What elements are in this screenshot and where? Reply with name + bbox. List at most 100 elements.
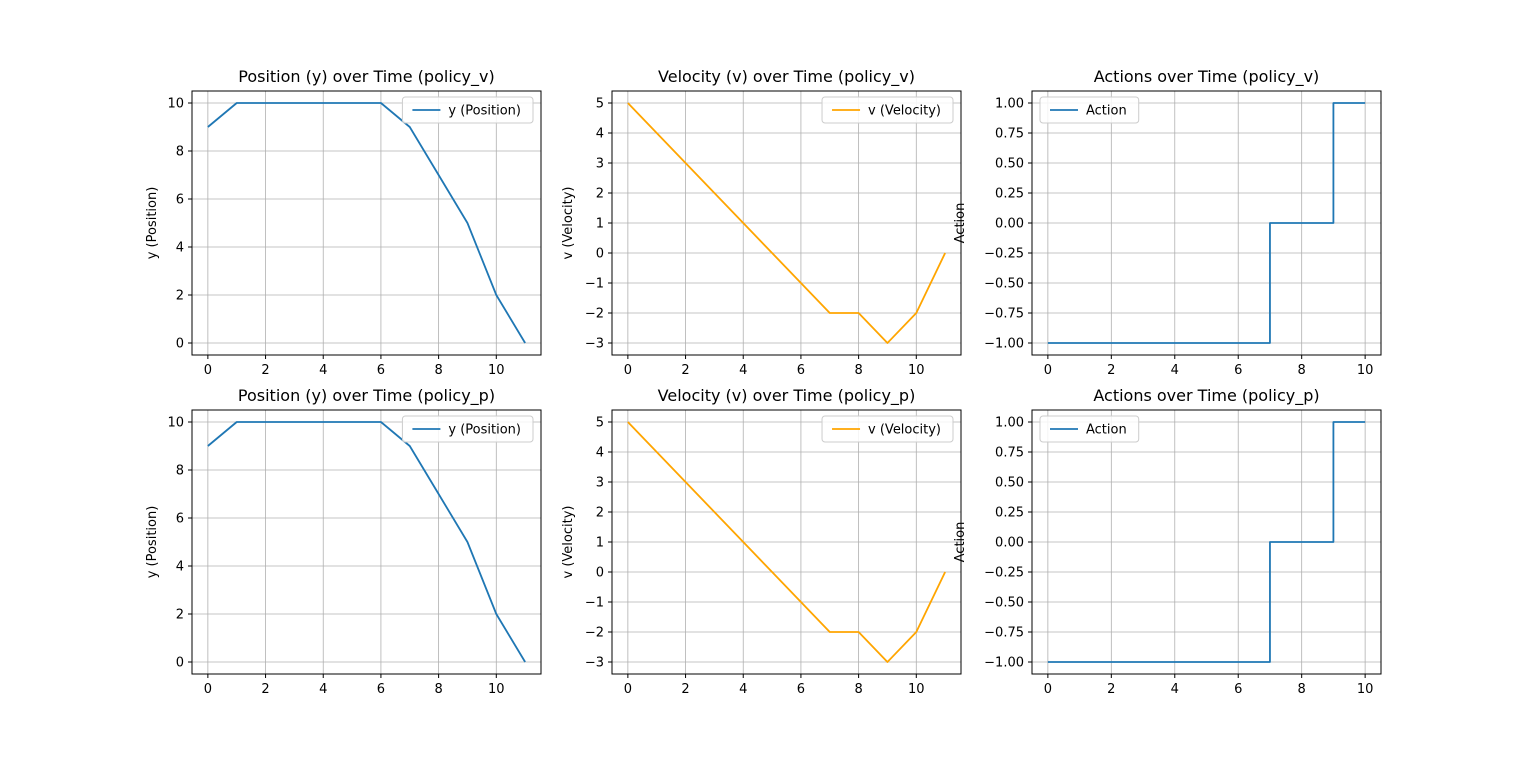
series-line-action	[1047, 102, 1366, 344]
x-tick-label: 6	[377, 363, 385, 378]
legend: v (Velocity)	[821, 415, 954, 443]
plot-title: Position (y) over Time (policy_p)	[238, 386, 495, 406]
y-tick-label: −0.50	[984, 596, 1024, 611]
x-tick-label: 6	[797, 682, 805, 697]
y-tick-label: 3	[596, 476, 604, 491]
y-tick-label: 2	[176, 608, 184, 623]
y-axis-label: Action	[953, 203, 968, 244]
y-tick-label: −1.00	[984, 337, 1024, 352]
y-tick-label: 1	[596, 536, 604, 551]
y-tick-label: 3	[596, 157, 604, 172]
y-tick-label: 0.50	[995, 157, 1024, 172]
subplot-position-policy-p: 0 2 4 6 8 10 0 2 4 6 8 10 Position (y) over Time (po…	[145, 386, 542, 697]
legend: y (Position)	[401, 415, 534, 443]
y-tick-label: −0.75	[984, 626, 1024, 641]
y-tick-label: 0.25	[995, 187, 1024, 202]
legend: Action	[1039, 96, 1140, 124]
y-tick-label: −0.50	[984, 277, 1024, 292]
y-tick-label: 10	[167, 416, 184, 431]
y-tick-label: 1	[596, 217, 604, 232]
y-axis-label: y (Position)	[145, 187, 160, 260]
plot-title: Velocity (v) over Time (policy_p)	[658, 386, 916, 406]
y-tick-label: 0.00	[995, 536, 1024, 551]
subplot-position-policy-v: 0 2 4 6 8 10 0 2 4 6 8 10 Position (y) over Time (po…	[145, 67, 542, 378]
x-tick-label: 4	[1171, 682, 1179, 697]
legend-box	[1039, 96, 1140, 124]
plot-title: Velocity (v) over Time (policy_v)	[658, 67, 915, 87]
legend-label: v (Velocity)	[868, 423, 941, 438]
y-tick-label: 6	[176, 193, 184, 208]
y-tick-label: −1	[585, 277, 604, 292]
legend-box	[401, 96, 534, 124]
x-tick-label: 10	[908, 682, 925, 697]
subplot-actions-policy-p: 0 2 4 6 8 10 −1.00 −0.75 −0.50 −0.25 0.00 0.25 0.50 0…	[953, 386, 1382, 697]
x-tick-label: 0	[624, 363, 632, 378]
x-tick-label: 0	[1044, 682, 1052, 697]
x-tick-label: 0	[1044, 363, 1052, 378]
x-tick-label: 8	[854, 363, 862, 378]
axes-frame	[191, 409, 542, 675]
subplot-actions-policy-v: 0 2 4 6 8 10 −1.00 −0.75 −0.50 −0.25 0.00 0.25 0.50 0…	[953, 67, 1382, 378]
subplot-velocity-policy-p: 0 2 4 6 8 10 −3 −2 −1 0 1 2 3 4 5 Velocity (v) over Tim…	[561, 386, 962, 697]
subplot-velocity-policy-v: 0 2 4 6 8 10 −3 −2 −1 0 1 2 3 4 5 Velocity (v) over Tim…	[561, 67, 962, 378]
y-axis-label: Action	[953, 522, 968, 563]
y-tick-label: −0.75	[984, 307, 1024, 322]
series-line-v-velocity	[627, 102, 946, 344]
y-tick-label: 0.75	[995, 446, 1024, 461]
y-tick-label: 8	[176, 464, 184, 479]
y-tick-label: −3	[585, 337, 604, 352]
y-tick-label: 4	[596, 446, 604, 461]
x-tick-label: 4	[739, 363, 747, 378]
x-tick-label: 0	[204, 363, 212, 378]
plot-title: Position (y) over Time (policy_v)	[238, 67, 494, 87]
x-tick-label: 2	[261, 682, 269, 697]
y-tick-label: 2	[596, 187, 604, 202]
x-tick-label: 8	[854, 682, 862, 697]
legend-label: Action	[1086, 423, 1127, 438]
y-tick-label: −1	[585, 596, 604, 611]
x-tick-label: 0	[624, 682, 632, 697]
y-tick-label: 5	[596, 416, 604, 431]
legend: y (Position)	[401, 96, 534, 124]
x-tick-label: 2	[1107, 682, 1115, 697]
x-tick-label: 6	[1234, 682, 1242, 697]
y-tick-label: −3	[585, 656, 604, 671]
y-tick-label: 2	[176, 289, 184, 304]
y-tick-label: −2	[585, 307, 604, 322]
legend: v (Velocity)	[821, 96, 954, 124]
y-tick-label: 2	[596, 506, 604, 521]
x-tick-label: 2	[1107, 363, 1115, 378]
y-tick-label: 6	[176, 512, 184, 527]
legend-box	[821, 415, 954, 443]
x-tick-label: 4	[739, 682, 747, 697]
y-tick-label: 0	[596, 247, 604, 262]
legend-box	[401, 415, 534, 443]
legend-box	[1039, 415, 1140, 443]
plot-title: Actions over Time (policy_v)	[1094, 67, 1320, 87]
x-tick-label: 10	[908, 363, 925, 378]
y-tick-label: −1.00	[984, 656, 1024, 671]
y-tick-label: 5	[596, 97, 604, 112]
y-tick-label: −2	[585, 626, 604, 641]
x-tick-label: 10	[1357, 363, 1374, 378]
y-tick-label: 8	[176, 145, 184, 160]
y-axis-label: v (Velocity)	[561, 506, 576, 579]
x-tick-label: 8	[434, 682, 442, 697]
x-tick-label: 8	[1298, 363, 1306, 378]
plot-title: Actions over Time (policy_p)	[1093, 386, 1319, 406]
x-tick-label: 4	[319, 682, 327, 697]
x-tick-label: 6	[377, 682, 385, 697]
legend-label: v (Velocity)	[868, 104, 941, 119]
y-tick-label: 4	[176, 241, 184, 256]
x-tick-label: 10	[488, 682, 505, 697]
series-line-y-position	[207, 102, 526, 344]
y-tick-label: 1.00	[995, 97, 1024, 112]
x-tick-label: 6	[797, 363, 805, 378]
y-tick-label: 0	[596, 566, 604, 581]
legend-label: Action	[1086, 104, 1127, 119]
series-line-y-position	[207, 421, 526, 663]
y-tick-label: 0	[176, 337, 184, 352]
y-tick-label: −0.25	[984, 566, 1024, 581]
